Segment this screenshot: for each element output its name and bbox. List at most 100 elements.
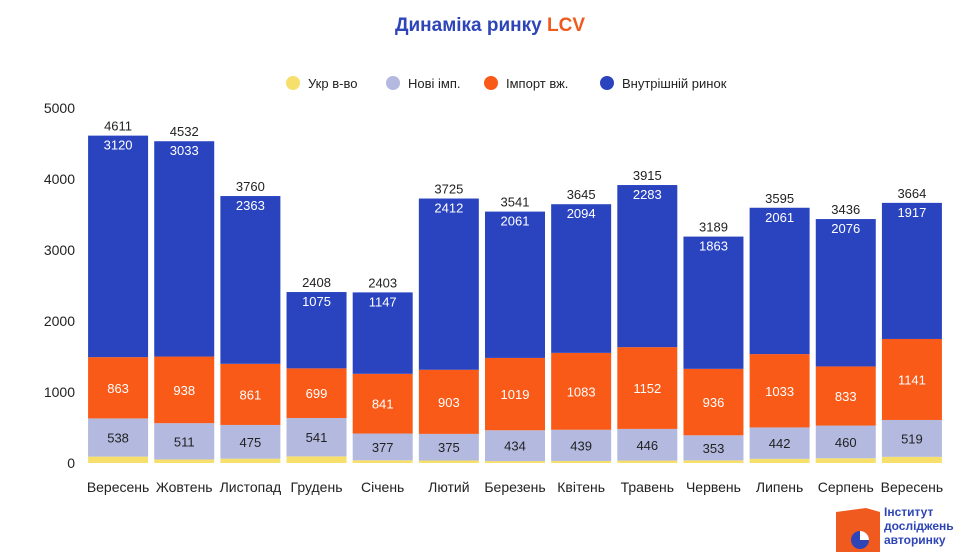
x-tick-label: Січень [361, 479, 404, 495]
bar-segment [881, 419, 942, 457]
bar-segment [683, 368, 744, 436]
legend-marker [600, 76, 614, 90]
legend-marker [286, 76, 300, 90]
data-label: 903 [438, 395, 460, 410]
bar-segment [286, 368, 347, 418]
data-label: 861 [240, 387, 262, 402]
x-tick-label: Вересень [87, 479, 150, 495]
bar-segment [485, 461, 545, 463]
data-label: 841 [372, 397, 394, 412]
data-label: 375 [438, 440, 460, 455]
logo-line: авторинку [884, 533, 946, 547]
x-tick-label: Травень [621, 479, 674, 495]
data-label: 353 [703, 441, 725, 456]
bar-segment [749, 207, 810, 355]
bar-segment [683, 460, 744, 463]
data-label: 377 [372, 440, 394, 455]
data-label: 833 [835, 389, 857, 404]
total-label: 4611 [104, 119, 132, 134]
data-label: 475 [240, 435, 262, 450]
x-tick-label: Жовтень [156, 479, 213, 495]
total-label: 3664 [897, 186, 926, 201]
bar-segment [286, 456, 347, 463]
total-label: 3915 [633, 168, 662, 183]
data-label: 460 [835, 435, 857, 450]
bar-segment [617, 460, 678, 463]
x-tick-label: Квітень [557, 479, 605, 495]
x-tick-label: Грудень [291, 479, 343, 495]
bar-segment [154, 423, 215, 460]
data-label: 2094 [567, 206, 596, 221]
bar-segment [220, 458, 281, 463]
x-tick-label: Серпень [818, 479, 874, 495]
data-label: 1917 [897, 205, 926, 220]
bar-segment [617, 347, 678, 429]
data-label: 1033 [765, 384, 794, 399]
bar-segment [220, 424, 281, 459]
data-label: 519 [901, 431, 923, 446]
y-tick-label: 1000 [44, 384, 75, 400]
bar-segment [749, 458, 810, 463]
bar-segment [617, 428, 678, 461]
y-tick-label: 5000 [44, 100, 75, 116]
bar-segment [683, 236, 744, 369]
legend-marker [484, 76, 498, 90]
total-label: 4532 [170, 124, 199, 139]
total-label: 3541 [501, 195, 530, 210]
bar-segment [286, 292, 347, 369]
data-label: 2363 [236, 198, 265, 213]
data-label: 1147 [369, 294, 397, 309]
bar-segment [551, 204, 612, 353]
data-label: 2076 [831, 221, 860, 236]
bar-segment [881, 202, 942, 339]
bar-segment [881, 456, 942, 463]
data-label: 541 [306, 430, 328, 445]
bar-segment [220, 196, 281, 364]
y-tick-label: 0 [67, 455, 75, 471]
total-label: 3725 [434, 182, 463, 197]
bar-segment [352, 460, 413, 463]
bar-segment [154, 459, 215, 463]
bar-segment [88, 418, 149, 457]
bar-segment [154, 141, 215, 357]
x-tick-label: Червень [686, 479, 741, 495]
data-label: 442 [769, 436, 791, 451]
data-label: 2061 [501, 214, 530, 229]
bar-segment [617, 185, 678, 348]
data-label: 1152 [633, 381, 661, 396]
bar-segment [551, 429, 612, 461]
data-label: 434 [504, 439, 526, 454]
legend-marker [386, 76, 400, 90]
data-label: 699 [306, 386, 328, 401]
bar-segment [551, 460, 612, 463]
x-tick-label: Вересень [881, 479, 944, 495]
bar-segment [815, 425, 876, 459]
data-label: 1863 [699, 239, 728, 254]
data-label: 2412 [434, 201, 463, 216]
bar-segment [220, 363, 281, 425]
bar-segment [683, 435, 744, 461]
bar-segment [418, 460, 479, 463]
logo-text: Інститут досліджень авторинку [884, 505, 954, 547]
total-label: 3189 [699, 220, 728, 235]
bar-segment [88, 357, 149, 419]
x-tick-label: Березень [484, 479, 545, 495]
total-label: 2408 [302, 275, 331, 290]
data-label: 1141 [898, 372, 926, 387]
bar-segment [815, 219, 876, 367]
total-label: 3595 [765, 191, 794, 206]
bar-segment [551, 352, 612, 430]
chart-title-main: Динаміка ринку [394, 15, 548, 36]
bar-segment [352, 373, 413, 434]
data-label: 3120 [104, 138, 133, 153]
logo-icon [836, 508, 880, 552]
x-tick-label: Лютий [428, 479, 469, 495]
legend-label: Імпорт вж. [506, 76, 568, 91]
data-label: 439 [570, 438, 592, 453]
data-label: 2061 [765, 210, 794, 225]
x-tick-label: Липень [756, 479, 803, 495]
legend-label: Нові імп. [408, 76, 461, 91]
data-label: 446 [636, 438, 658, 453]
bar-segment [749, 427, 810, 459]
bar-segment [485, 357, 545, 431]
